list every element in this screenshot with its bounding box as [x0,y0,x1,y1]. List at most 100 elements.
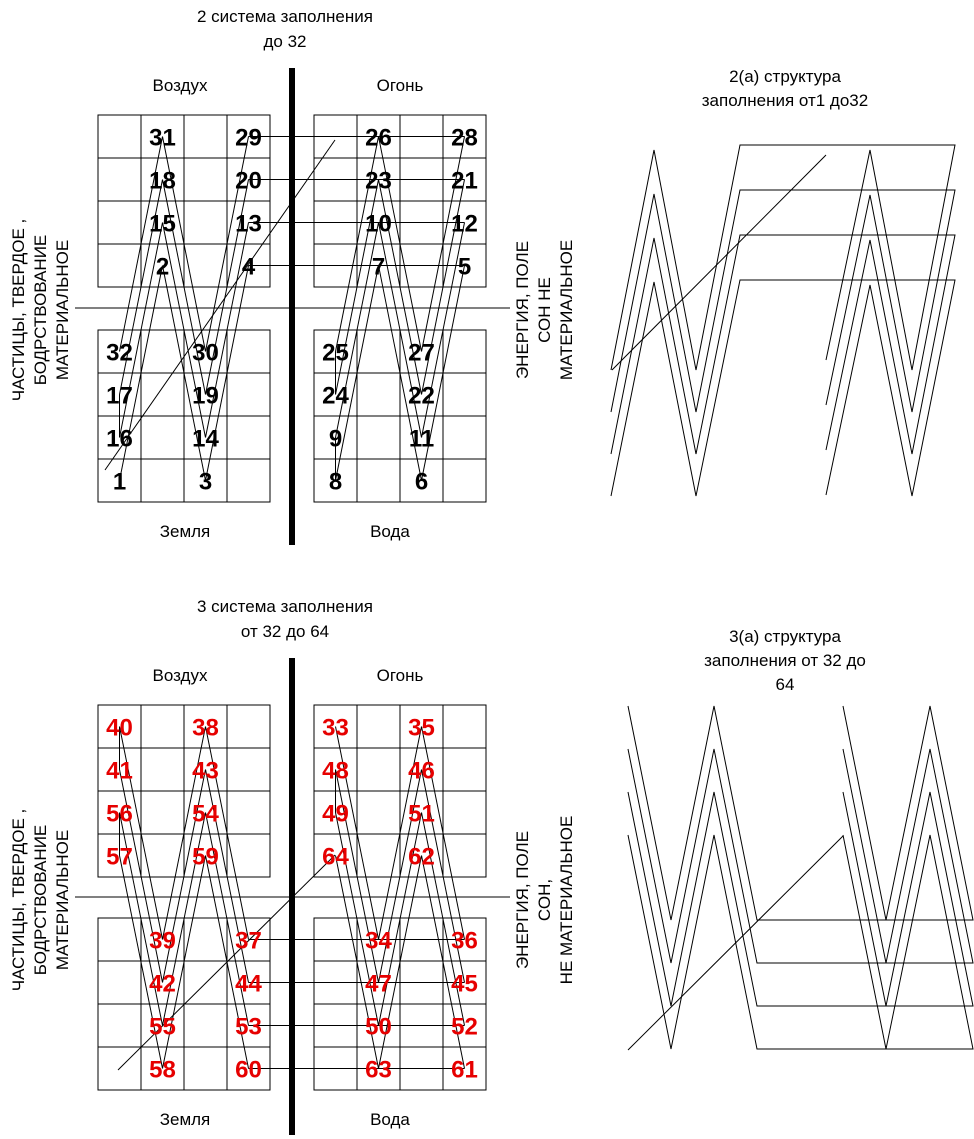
sequence-connector [335,769,379,983]
sequence-connector [335,136,379,352]
left-side-label-line: МАТЕРИАЛЬНОЕ [53,240,72,380]
sequence-connector [119,136,163,352]
cell-number: 64 [322,844,349,871]
cell-number: 52 [451,1014,478,1041]
cell-number: 7 [372,254,385,281]
grid-cell [226,372,271,417]
cell-number: 58 [149,1057,176,1084]
grid-cell [97,917,142,962]
cell-number: 24 [322,383,349,410]
cell-number: 19 [192,383,219,410]
quadrant-label-fire: Огонь [377,76,424,95]
grid-cell [356,458,401,503]
grid-cell [442,747,487,792]
sequence-connector [378,136,422,352]
left-side-label: ЧАСТИЦЫ, ТВЕРДОЕ , БОДРСТВОВАНИЕ МАТЕРИАЛЬ… [9,809,72,991]
grid-cell [97,1003,142,1048]
grid-cell [356,329,401,374]
cell-number: 12 [451,211,478,238]
grid-cell [226,833,271,878]
cell-number: 42 [149,971,176,998]
quadrant-label-air: Воздух [153,76,208,95]
right-side-label-line: НЕ МАТЕРИАЛЬНОЕ [557,816,576,985]
grid-cell [442,833,487,878]
sequence-connector [378,855,422,1069]
cell-number: 30 [192,340,219,367]
grid-cell [356,833,401,878]
grid-cell [140,833,185,878]
cell-number: 27 [408,340,435,367]
sequence-connector [205,812,249,1026]
structure-title: 2(а) структура [729,67,841,86]
grid-cell [183,243,228,288]
sequence-connector [421,136,465,352]
cell-number: 35 [408,715,435,742]
left-side-label-line: ЧАСТИЦЫ, ТВЕРДОЕ , [9,809,28,991]
sequence-connector [162,179,206,395]
cell-number: 40 [106,715,133,742]
grid-cell [183,1003,228,1048]
left-side-label-line: ЧАСТИЦЫ, ТВЕРДОЕ , [9,219,28,401]
cell-number: 3 [199,469,212,496]
sequence-connector [162,769,206,983]
grid-cell [140,415,185,460]
cell-number: 60 [235,1057,262,1084]
sequence-connector [378,726,422,940]
grid-cell [356,790,401,835]
quadrant-label-water: Вода [370,522,410,541]
cell-number: 8 [329,469,342,496]
sequence-connector [162,726,206,940]
grid-cell [226,790,271,835]
cell-number: 63 [365,1057,392,1084]
grid-cell [442,372,487,417]
grid-cell [183,114,228,159]
grid-cell [442,790,487,835]
sequence-connector [378,769,422,983]
diagonal-line [104,139,336,471]
right-side-label-line: ЭНЕРГИЯ, ПОЛЕ [513,831,532,969]
diagonal-line [117,854,336,1071]
quadrant-label-water: Вода [370,1110,410,1129]
cell-number: 20 [235,168,262,195]
cell-number: 16 [106,426,133,453]
cell-number: 1 [113,469,126,496]
quadrant-label-air: Воздух [153,666,208,685]
sequence-connector [162,265,206,481]
cell-number: 32 [106,340,133,367]
cell-number: 6 [415,469,428,496]
grid-cell [226,458,271,503]
sequence-connector [119,726,163,940]
sequence-connector [205,726,249,940]
cell-number: 31 [149,125,176,152]
cell-number: 29 [235,125,262,152]
sequence-connector [162,222,206,438]
grid-cell [226,329,271,374]
cell-number: 51 [408,801,435,828]
right-side-label-line: МАТЕРИАЛЬНОЕ [557,240,576,380]
left-side-label-line: БОДРСТВОВАНИЕ [31,235,50,386]
cell-number: 5 [458,254,471,281]
cell-number: 34 [365,928,392,955]
cell-number: 11 [409,426,434,453]
grid-cell [97,114,142,159]
structure-title: заполнения от 32 до [704,651,866,670]
sequence-connector [421,812,465,1026]
structure-diagonal-line [611,154,827,371]
grid-cell [183,917,228,962]
cell-number: 26 [365,125,392,152]
structure-zigzag-path [610,234,956,455]
sequence-connector [421,726,465,940]
cell-number: 47 [365,971,392,998]
sequence-connector [205,265,249,481]
sequence-connector [378,812,422,1026]
sequence-connector [335,812,379,1026]
sequence-connector [205,179,249,395]
structure-zigzag-path [610,144,956,371]
cell-number: 44 [235,971,262,998]
grid-cell [183,157,228,202]
sequence-connector [162,812,206,1026]
cell-number: 61 [451,1057,478,1084]
grid-cell [356,372,401,417]
grid-cell [97,960,142,1005]
